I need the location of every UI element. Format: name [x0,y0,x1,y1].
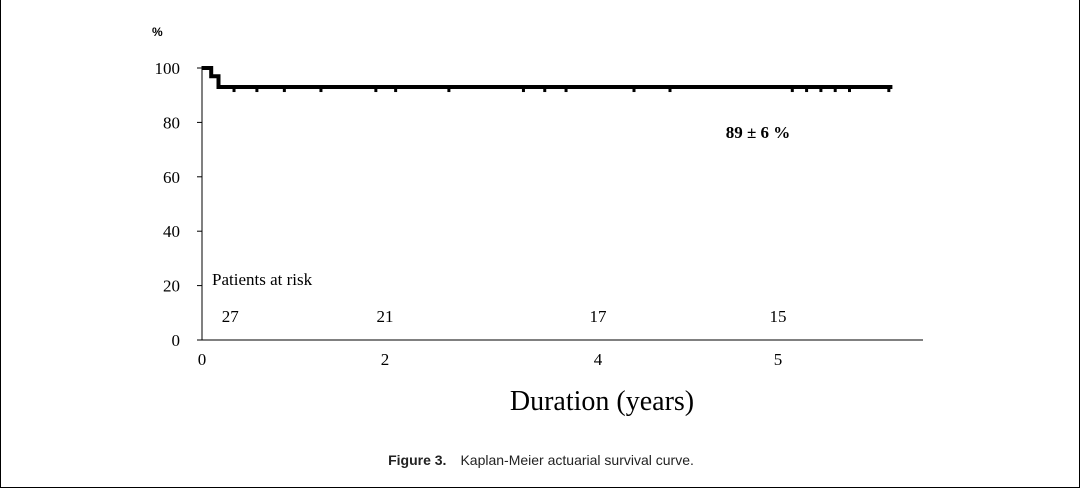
x-tick-label: 0 [198,350,207,369]
y-tick-label: 20 [163,277,180,296]
risk-count: 21 [377,307,394,326]
caption-label: Figure 3. [388,452,447,468]
survival-annotation: 89 ± 6 % [726,123,791,142]
chart-axes [201,66,923,341]
y-axis-label: % [152,25,163,39]
x-tick-label: 2 [381,350,390,369]
censor-marks [232,85,891,93]
y-tick-label: 60 [163,168,180,187]
y-tick-label: 40 [163,222,180,241]
survival-curve [202,66,893,89]
y-tick-label: 80 [163,113,180,132]
x-tick-label: 4 [594,350,603,369]
survival-step-line [202,66,893,89]
figure-caption: Figure 3. Kaplan-Meier actuarial survival… [1,452,1080,468]
y-tick-label: 100 [155,59,181,78]
risk-table-counts: 27 21 17 15 [222,307,787,326]
caption-text: Kaplan-Meier actuarial survival curve. [460,452,694,468]
risk-count: 27 [222,307,240,326]
y-tick-label: 0 [172,331,181,350]
risk-count: 15 [770,307,787,326]
risk-table-title: Patients at risk [212,270,313,289]
x-axis-label: Duration (years) [510,386,694,417]
risk-count: 17 [590,307,608,326]
x-tick-label: 5 [774,350,783,369]
chart-ticks: 0 20 40 60 80 100 0 2 4 5 [155,59,783,369]
survival-chart: 0 20 40 60 80 100 0 2 4 5 % Duration (years) 89 ±… [152,25,923,417]
